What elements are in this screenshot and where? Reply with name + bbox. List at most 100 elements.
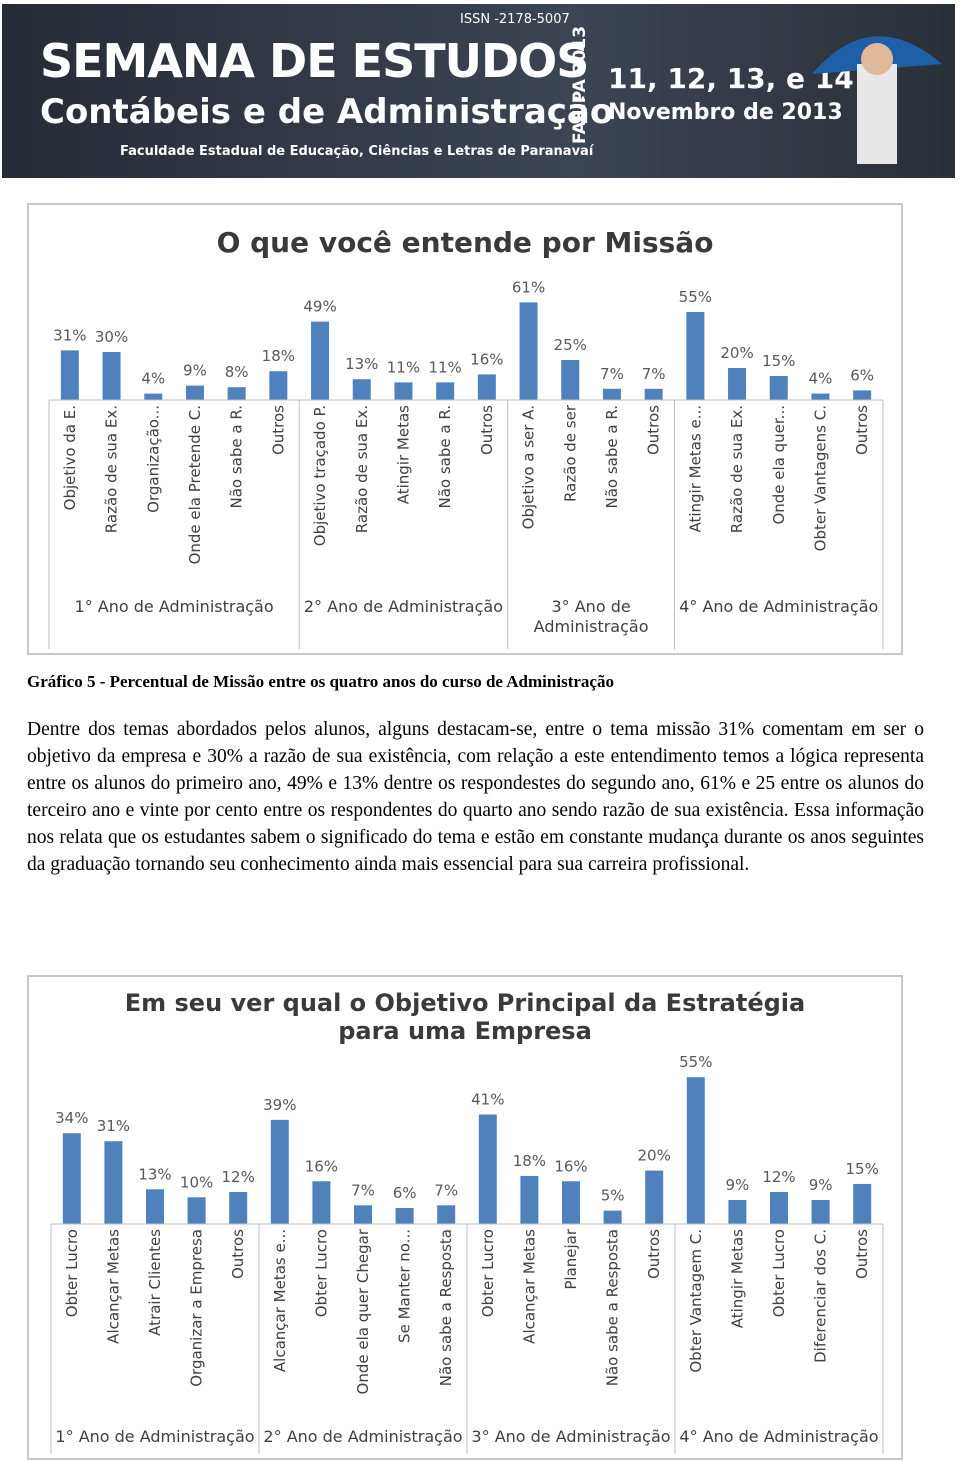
banner-title: SEMANA DE ESTUDOS (40, 34, 589, 88)
bar (146, 1189, 164, 1224)
data-label: 11% (387, 358, 420, 376)
chart: Em seu ver qual o Objetivo Principal da … (27, 975, 903, 1460)
x-tick-label: Onde ela quer... (770, 405, 788, 525)
x-tick-label: Obter Lucro (479, 1229, 497, 1317)
data-label: 30% (95, 328, 128, 346)
x-tick-label: Objetivo a ser A. (520, 405, 538, 529)
x-tick-label: Outros (645, 405, 663, 455)
x-tick-label: Atrair Clientes (146, 1229, 164, 1336)
x-tick-label: Alcançar Metas e... (271, 1229, 289, 1372)
data-label: 5% (601, 1187, 625, 1205)
x-tick-label: Obter Vantagem C. (687, 1229, 705, 1373)
bar (311, 321, 330, 400)
bar (185, 385, 204, 400)
x-tick-label: Obter Lucro (63, 1229, 81, 1317)
banner: ISSN -2178-5007 SEMANA DE ESTUDOS Contáb… (2, 4, 955, 178)
data-label: 4% (809, 370, 833, 388)
group-label: 1° Ano de Administração (55, 1427, 255, 1446)
data-label: 9% (183, 362, 207, 380)
data-label: 6% (393, 1184, 417, 1202)
plot: 34% Obter Lucro 31% Alcançar Metas 13% Atrair… (50, 1053, 884, 1454)
x-tick-label: Outros (853, 405, 871, 455)
bar (644, 388, 663, 400)
x-tick-label: Alcançar Metas (104, 1229, 122, 1344)
data-label: 16% (554, 1157, 587, 1175)
x-tick-label: Não sabe a Resposta (604, 1229, 622, 1386)
bar (520, 1175, 539, 1224)
group-label: 1° Ano de Administração (74, 597, 274, 616)
data-label: 18% (513, 1152, 546, 1170)
data-label: 15% (846, 1160, 879, 1178)
x-tick-label: Outros (645, 1229, 663, 1279)
group-label: 3° Ano de Administração (471, 1427, 671, 1446)
data-label: 16% (470, 350, 503, 368)
data-label: 7% (642, 365, 666, 383)
bar (519, 302, 538, 400)
data-label: 4% (141, 370, 165, 388)
bar (562, 1181, 580, 1224)
data-label: 20% (720, 344, 753, 362)
x-tick-label: Razão de sua Ex. (103, 405, 121, 533)
bar (227, 387, 246, 400)
data-label: 15% (762, 352, 795, 370)
bar (853, 1183, 872, 1224)
data-label: 8% (225, 363, 249, 381)
bar (728, 1199, 747, 1224)
data-label: 49% (303, 298, 336, 316)
bar (187, 1197, 206, 1224)
bar (229, 1191, 248, 1224)
data-label: 55% (679, 288, 712, 306)
x-tick-label: Razão de sua Ex. (728, 405, 746, 533)
data-label: 7% (600, 365, 624, 383)
x-tick-label: Organização... (144, 405, 162, 513)
bar (352, 379, 371, 400)
bar (853, 390, 872, 400)
x-tick-label: Diferenciar dos C. (812, 1229, 830, 1363)
bar (270, 1119, 289, 1224)
bar (104, 1141, 123, 1224)
data-label: 31% (97, 1117, 130, 1135)
x-tick-label: Obter Vantagens C. (811, 405, 829, 551)
institution: Faculdade Estadual de Educação, Ciências… (120, 144, 594, 159)
bar (686, 1077, 705, 1224)
x-tick-label: Obter Lucro (770, 1229, 788, 1317)
bar (561, 360, 580, 400)
bar (437, 1205, 456, 1224)
umbrella-figure (812, 36, 942, 164)
data-label: 10% (180, 1173, 213, 1191)
data-label: 7% (434, 1181, 458, 1199)
bar (686, 312, 705, 400)
bar (395, 1207, 414, 1224)
banner-subtitle: Contábeis e de Administração (40, 92, 614, 132)
data-label: 7% (351, 1181, 375, 1199)
x-tick-label: Não sabe a R. (228, 405, 246, 509)
group-label: 2° Ano de Administração (263, 1427, 463, 1446)
data-label: 12% (222, 1168, 255, 1186)
group-label: 4° Ano de Administração (679, 1427, 879, 1446)
chart: O que você entende por Missão 31% Objetiv… (27, 203, 903, 655)
x-tick-label: Atingir Metas (394, 405, 412, 504)
bar (62, 1133, 81, 1224)
bar (770, 1191, 788, 1224)
caption: Gráfico 5 - Percentual de Missão entre o… (27, 672, 614, 691)
bar (602, 388, 621, 400)
x-tick-label: Organizar a Empresa (188, 1229, 206, 1387)
x-tick-label: Outros (229, 1229, 247, 1279)
x-tick-label: Outros (269, 405, 287, 455)
data-label: 16% (305, 1157, 338, 1175)
data-label: 39% (263, 1096, 296, 1114)
data-label: 6% (850, 366, 874, 384)
bar (144, 393, 163, 400)
bar (60, 350, 79, 400)
x-tick-label: Não sabe a R. (603, 405, 621, 509)
x-tick-label: Objetivo da E. (61, 405, 79, 510)
data-label: 13% (138, 1165, 171, 1183)
data-label: 13% (345, 355, 378, 373)
x-tick-label: Não sabe a Resposta (437, 1229, 455, 1386)
chart-title: O que você entende por Missão (216, 226, 714, 259)
x-tick-label: Razão de ser (561, 404, 579, 502)
data-label: 31% (53, 326, 86, 344)
x-tick-label: Se Manter no... (396, 1229, 414, 1343)
paragraph: Dentre dos temas abordados pelos alunos,… (27, 719, 924, 875)
x-tick-label: Outros (853, 1229, 871, 1279)
